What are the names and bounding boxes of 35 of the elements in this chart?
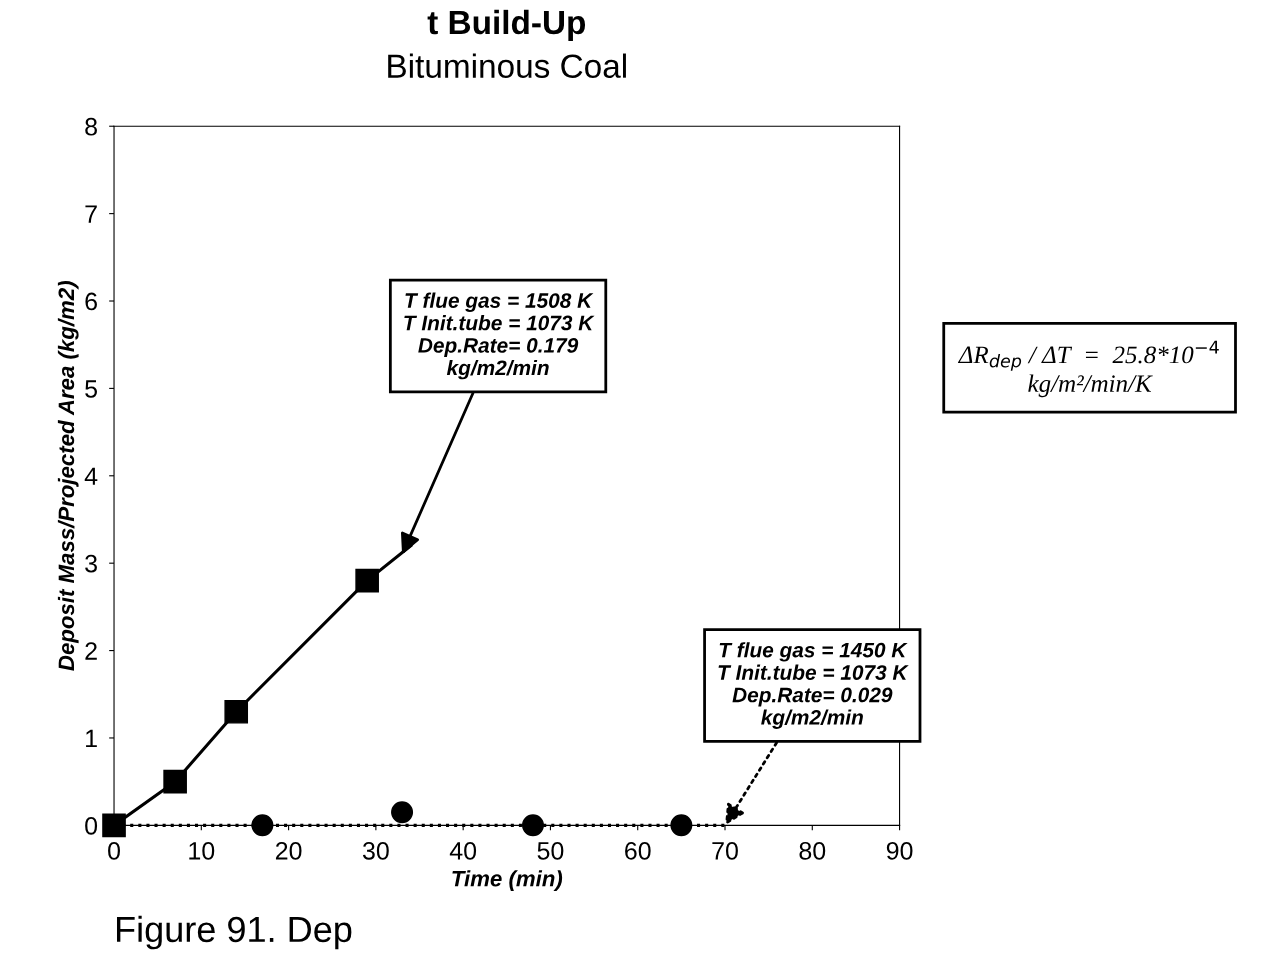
point — [102, 813, 126, 838]
y-tick-label: 7 — [85, 205, 97, 223]
caption: Figure 91. Dep — [116, 915, 352, 950]
x-tick-label: 0 — [108, 841, 120, 860]
x-axis-title: Time (min) — [452, 870, 563, 891]
point — [224, 699, 249, 724]
y-tick-label: 6 — [85, 292, 97, 311]
annotation: T flue gas = 1508 K T Init.tube = 1073 K Dep.Rate= 0.179 kg/m2/min — [404, 292, 595, 380]
point — [521, 814, 544, 837]
point — [391, 801, 414, 824]
point — [355, 568, 379, 593]
y-tick-label: 4 — [84, 467, 98, 485]
point — [163, 769, 187, 794]
x-tick-label: 20 — [275, 841, 302, 860]
annotation: T flue gas = 1450 K T Init.tube = 1073 K Dep.Rate= 0.029 kg/m2/min — [718, 642, 909, 729]
x-tick-label: 30 — [362, 841, 389, 860]
x-tick-label: 70 — [712, 841, 738, 860]
y-tick-label: 1 — [86, 729, 97, 748]
point — [670, 814, 693, 837]
y-tick-label: 3 — [85, 554, 97, 573]
y-tick-label: 2 — [85, 642, 97, 660]
x-tick-label: 50 — [537, 841, 564, 860]
y-axis-title: Deposit Mass/Projected Area (kg/m2) — [57, 281, 79, 671]
x-tick-label: 40 — [449, 841, 477, 860]
y-tick-label: 8 — [85, 117, 97, 136]
x-tick-label: 60 — [625, 841, 651, 860]
chart-title: t Build-Up — [427, 9, 586, 41]
y-tick-label: 5 — [85, 380, 98, 398]
chart-subtitle: Bituminous Coal — [388, 53, 626, 79]
x-tick-label: 10 — [189, 841, 215, 860]
x-tick-label: 90 — [886, 841, 913, 860]
x-tick-label: 80 — [799, 841, 826, 860]
text: ΔR$_{dep}$ / ΔT = 25.8*10$^{−4}$ kg/m²/min/K — [957, 340, 1219, 398]
y-tick-label: 0 — [85, 816, 98, 835]
point — [251, 814, 274, 837]
